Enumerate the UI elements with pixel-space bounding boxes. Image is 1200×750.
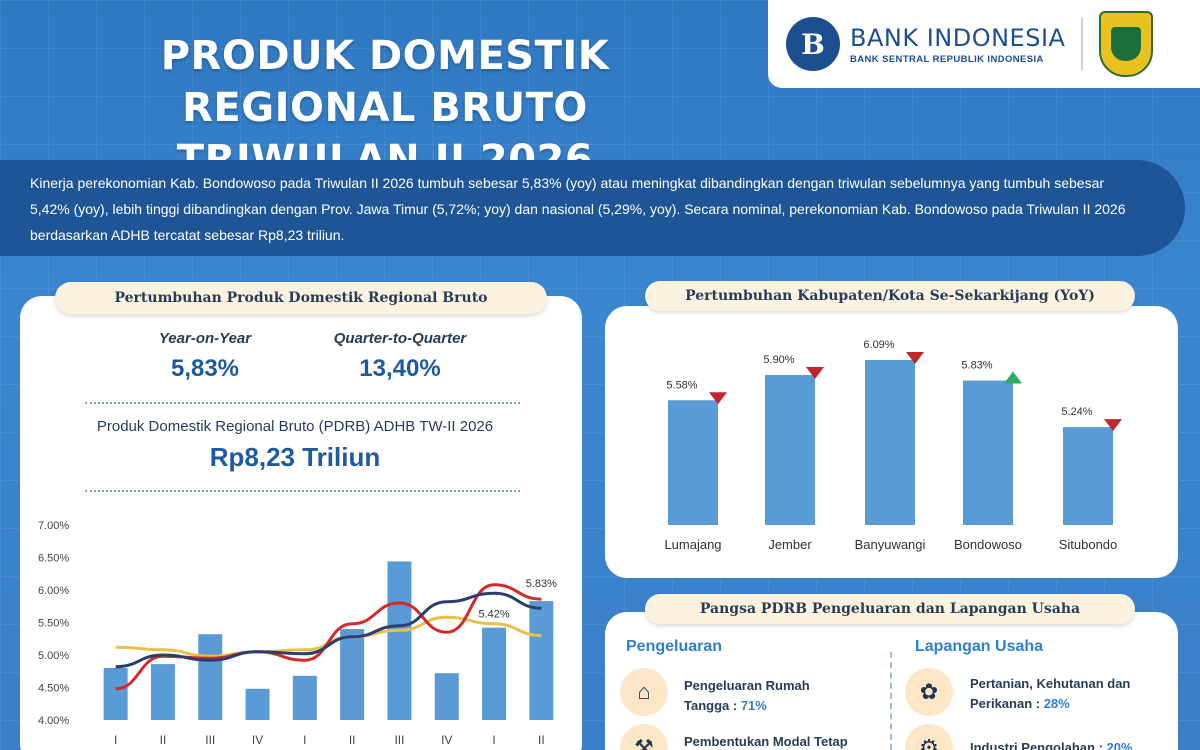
regional-bar (1063, 427, 1113, 525)
regional-value-label: 6.09% (863, 339, 894, 351)
regional-category-label: Situbondo (1059, 537, 1118, 552)
x-tick-label: IV (441, 733, 452, 747)
qtq-value: 13,40% (359, 355, 441, 382)
regional-bar (865, 360, 915, 525)
x-tick-label: I (492, 733, 495, 747)
bank-indonesia-logo-icon: B (786, 17, 840, 71)
y-tick-label: 4.50% (38, 683, 69, 695)
trend-down-icon (709, 392, 727, 405)
household-share: Pengeluaran Rumah Tangga : 71% (684, 678, 810, 713)
pdrb-value: Rp8,23 Triliun (209, 442, 381, 472)
expenditure-section-title: Pengeluaran (626, 638, 723, 655)
growth-bar (340, 629, 365, 720)
trend-down-icon (806, 367, 824, 379)
regional-bar (765, 375, 815, 525)
investment-share: Pembentukan Modal Tetap (684, 734, 848, 749)
regional-category-label: Bondowoso (954, 537, 1022, 552)
growth-card-title: Pertumbuhan Produk Domestik Regional Bru… (55, 282, 547, 314)
x-tick-label: II (160, 733, 167, 747)
kpi-divider (85, 402, 520, 404)
growth-chart: 7.00% 6.50% 6.00% 5.50% 5.00% 4.50% 4.00% 5.42%… (38, 520, 557, 747)
growth-bar (529, 601, 554, 720)
regional-bar (963, 380, 1013, 525)
share-divider (890, 652, 892, 750)
intro-summary: Kinerja perekonomian Kab. Bondowoso pada… (0, 160, 1185, 256)
growth-data-label: 5.42% (478, 609, 509, 621)
trend-down-icon (906, 352, 924, 364)
bank-indonesia-wordmark: BANK INDONESIA BANK SENTRAL REPUBLIK IND… (850, 24, 1065, 65)
regional-value-label: 5.58% (666, 379, 697, 391)
x-tick-label: I (303, 733, 306, 747)
y-tick-label: 7.00% (38, 520, 69, 532)
growth-bar (292, 675, 317, 720)
regional-card-title: Pertumbuhan Kabupaten/Kota Se-Sekarkijan… (645, 281, 1135, 311)
x-tick-label: III (394, 733, 404, 747)
regency-crest-icon (1099, 11, 1154, 77)
y-tick-label: 5.00% (38, 650, 69, 662)
growth-bar (103, 668, 128, 720)
growth-bar (245, 688, 270, 720)
y-tick-label: 4.00% (38, 715, 69, 727)
house-icon: ⌂ (620, 668, 668, 716)
yoy-value: 5,83% (170, 355, 240, 382)
x-tick-label: I (114, 733, 117, 747)
regional-value-label: 5.24% (1061, 406, 1092, 418)
x-tick-label: IV (252, 733, 263, 747)
x-tick-label: II (538, 733, 545, 747)
sector-section-title: Lapangan Usaha (915, 638, 1044, 655)
x-tick-label: III (205, 733, 215, 747)
growth-series-line (115, 583, 542, 691)
title-line-1: PRODUK DOMESTIK REGIONAL BRUTO (160, 33, 610, 131)
pdrb-divider (85, 490, 520, 492)
yoy-label: Year-on-Year (158, 330, 252, 347)
regional-chart: 5.58% Lumajang 5.90% Jember 6.09% Banyuwangi 5… (664, 339, 1122, 552)
growth-series-line (115, 615, 542, 658)
regional-category-label: Jember (768, 537, 812, 552)
qtq-label: Quarter-to-Quarter (333, 330, 467, 347)
growth-data-label: 5.83% (526, 578, 557, 590)
growth-bar (434, 673, 459, 720)
agriculture-share: Pertanian, Kehutanan dan Perikanan : 28% (970, 676, 1131, 711)
regional-value-label: 5.83% (961, 360, 992, 372)
y-tick-label: 5.50% (38, 618, 69, 630)
regional-value-label: 5.90% (763, 354, 794, 366)
logo-bar: B BANK INDONESIA BANK SENTRAL REPUBLIK I… (768, 0, 1200, 88)
regional-category-label: Lumajang (664, 537, 721, 552)
trend-up-icon (1004, 371, 1022, 384)
regional-bar (668, 400, 718, 525)
share-card-title: Pangsa PDRB Pengeluaran dan Lapangan Usa… (645, 594, 1135, 624)
bank-subtitle: BANK SENTRAL REPUBLIK INDONESIA (850, 53, 1044, 65)
y-tick-label: 6.00% (38, 585, 69, 597)
growth-bar (387, 561, 412, 720)
x-tick-label: II (349, 733, 356, 747)
bank-name: BANK INDONESIA (850, 23, 1066, 52)
industry-share: Industri Pengolahan : 20% (970, 740, 1133, 750)
growth-bar (150, 664, 175, 720)
plant-icon: ✿ (905, 668, 953, 716)
regional-category-label: Banyuwangi (855, 537, 926, 552)
growth-bar (198, 634, 223, 720)
pdrb-label: Produk Domestik Regional Bruto (PDRB) AD… (96, 418, 494, 435)
y-tick-label: 6.50% (38, 553, 69, 565)
factory-icon: ⚙ (905, 724, 953, 750)
trend-down-icon (1104, 419, 1122, 432)
growth-bar (482, 627, 507, 720)
growth-series-line (115, 591, 542, 669)
logo-divider (1081, 18, 1084, 70)
